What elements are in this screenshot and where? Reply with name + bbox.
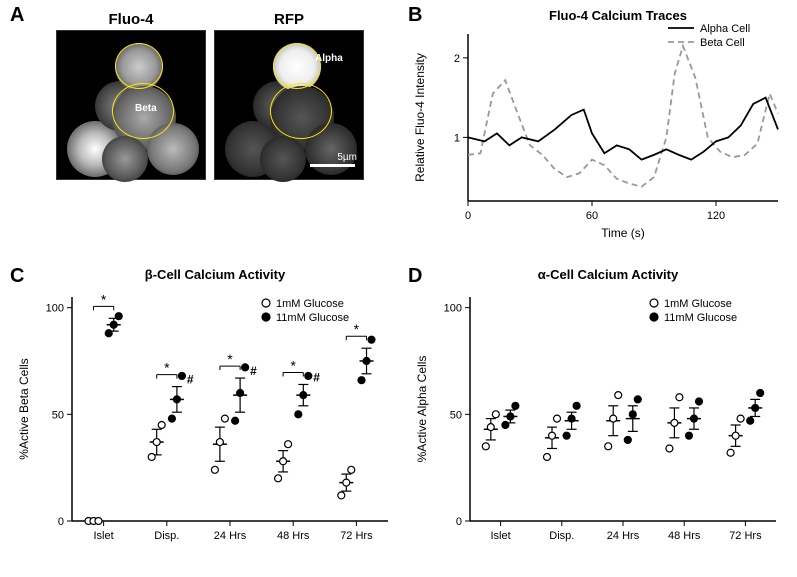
svg-text:48 Hrs: 48 Hrs <box>277 530 310 542</box>
svg-text:%Active Beta Cells: %Active Beta Cells <box>17 358 31 459</box>
alpha-cell-label: Alpha <box>315 53 343 64</box>
svg-text:*: * <box>227 351 233 367</box>
svg-text:*: * <box>164 360 170 376</box>
svg-text:β-Cell Calcium Activity: β-Cell Calcium Activity <box>145 267 286 282</box>
svg-text:24 Hrs: 24 Hrs <box>607 530 640 542</box>
svg-text:#: # <box>250 364 257 378</box>
svg-text:24 Hrs: 24 Hrs <box>214 530 247 542</box>
svg-text:Fluo-4 Calcium Traces: Fluo-4 Calcium Traces <box>549 8 687 23</box>
svg-text:0: 0 <box>58 516 64 528</box>
svg-text:α-Cell Calcium Activity: α-Cell Calcium Activity <box>538 267 679 282</box>
svg-text:Islet: Islet <box>94 530 114 542</box>
svg-text:60: 60 <box>586 210 598 222</box>
svg-text:0: 0 <box>465 210 471 222</box>
scalebar-label: 5µm <box>337 152 357 163</box>
svg-text:*: * <box>354 321 360 337</box>
micrograph-fluo4: Fluo-4 Beta <box>56 30 206 180</box>
panel-d-chart: α-Cell Calcium Activity 0 50 100 %Active Alp… <box>408 265 788 565</box>
svg-text:120: 120 <box>707 210 725 222</box>
svg-text:11mM Glucose: 11mM Glucose <box>276 312 349 324</box>
svg-text:Disp.: Disp. <box>154 530 179 542</box>
cell-outline <box>270 83 332 139</box>
svg-text:Beta Cell: Beta Cell <box>700 37 745 49</box>
svg-text:0: 0 <box>456 516 462 528</box>
svg-text:#: # <box>187 373 194 387</box>
cell <box>260 136 306 182</box>
cell-outline <box>115 43 163 89</box>
svg-text:50: 50 <box>450 409 462 421</box>
panel-b-chart: Fluo-4 Calcium Traces12060120Time (s)Rel… <box>408 6 788 241</box>
svg-text:100: 100 <box>46 303 64 315</box>
svg-text:*: * <box>290 357 296 373</box>
svg-text:50: 50 <box>52 409 64 421</box>
svg-text:72 Hrs: 72 Hrs <box>729 530 762 542</box>
svg-text:Relative Fluo-4 Intensity: Relative Fluo-4 Intensity <box>413 53 427 182</box>
cell <box>102 136 148 182</box>
panel-c-chart: β-Cell Calcium Activity 0 50 100 %Active Bet… <box>10 265 400 565</box>
svg-text:72 Hrs: 72 Hrs <box>340 530 373 542</box>
micrograph-rfp: RFP Alpha 5µm <box>214 30 364 180</box>
micrograph-fluo4-title: Fluo-4 <box>57 11 205 28</box>
svg-text:Islet: Islet <box>491 530 511 542</box>
svg-text:2: 2 <box>454 53 460 65</box>
svg-text:Alpha Cell: Alpha Cell <box>700 23 750 35</box>
svg-text:48 Hrs: 48 Hrs <box>668 530 701 542</box>
svg-text:11mM Glucose: 11mM Glucose <box>664 312 737 324</box>
svg-text:100: 100 <box>444 303 462 315</box>
svg-text:Disp.: Disp. <box>549 530 574 542</box>
beta-cell-label: Beta <box>135 103 157 114</box>
svg-text:#: # <box>313 370 320 384</box>
scalebar <box>310 164 355 167</box>
svg-text:Time (s): Time (s) <box>601 226 645 240</box>
cell-outline <box>273 43 321 89</box>
svg-text:*: * <box>101 291 107 307</box>
micrograph-rfp-title: RFP <box>215 11 363 28</box>
panel-a-label: A <box>10 4 24 27</box>
svg-text:1mM Glucose: 1mM Glucose <box>276 298 344 310</box>
svg-text:%Active Alpha Cells: %Active Alpha Cells <box>415 356 429 463</box>
svg-text:1: 1 <box>454 132 460 144</box>
panel-a-micrographs: Fluo-4 Beta RFP Alpha 5µm <box>40 30 380 180</box>
svg-text:1mM Glucose: 1mM Glucose <box>664 298 732 310</box>
